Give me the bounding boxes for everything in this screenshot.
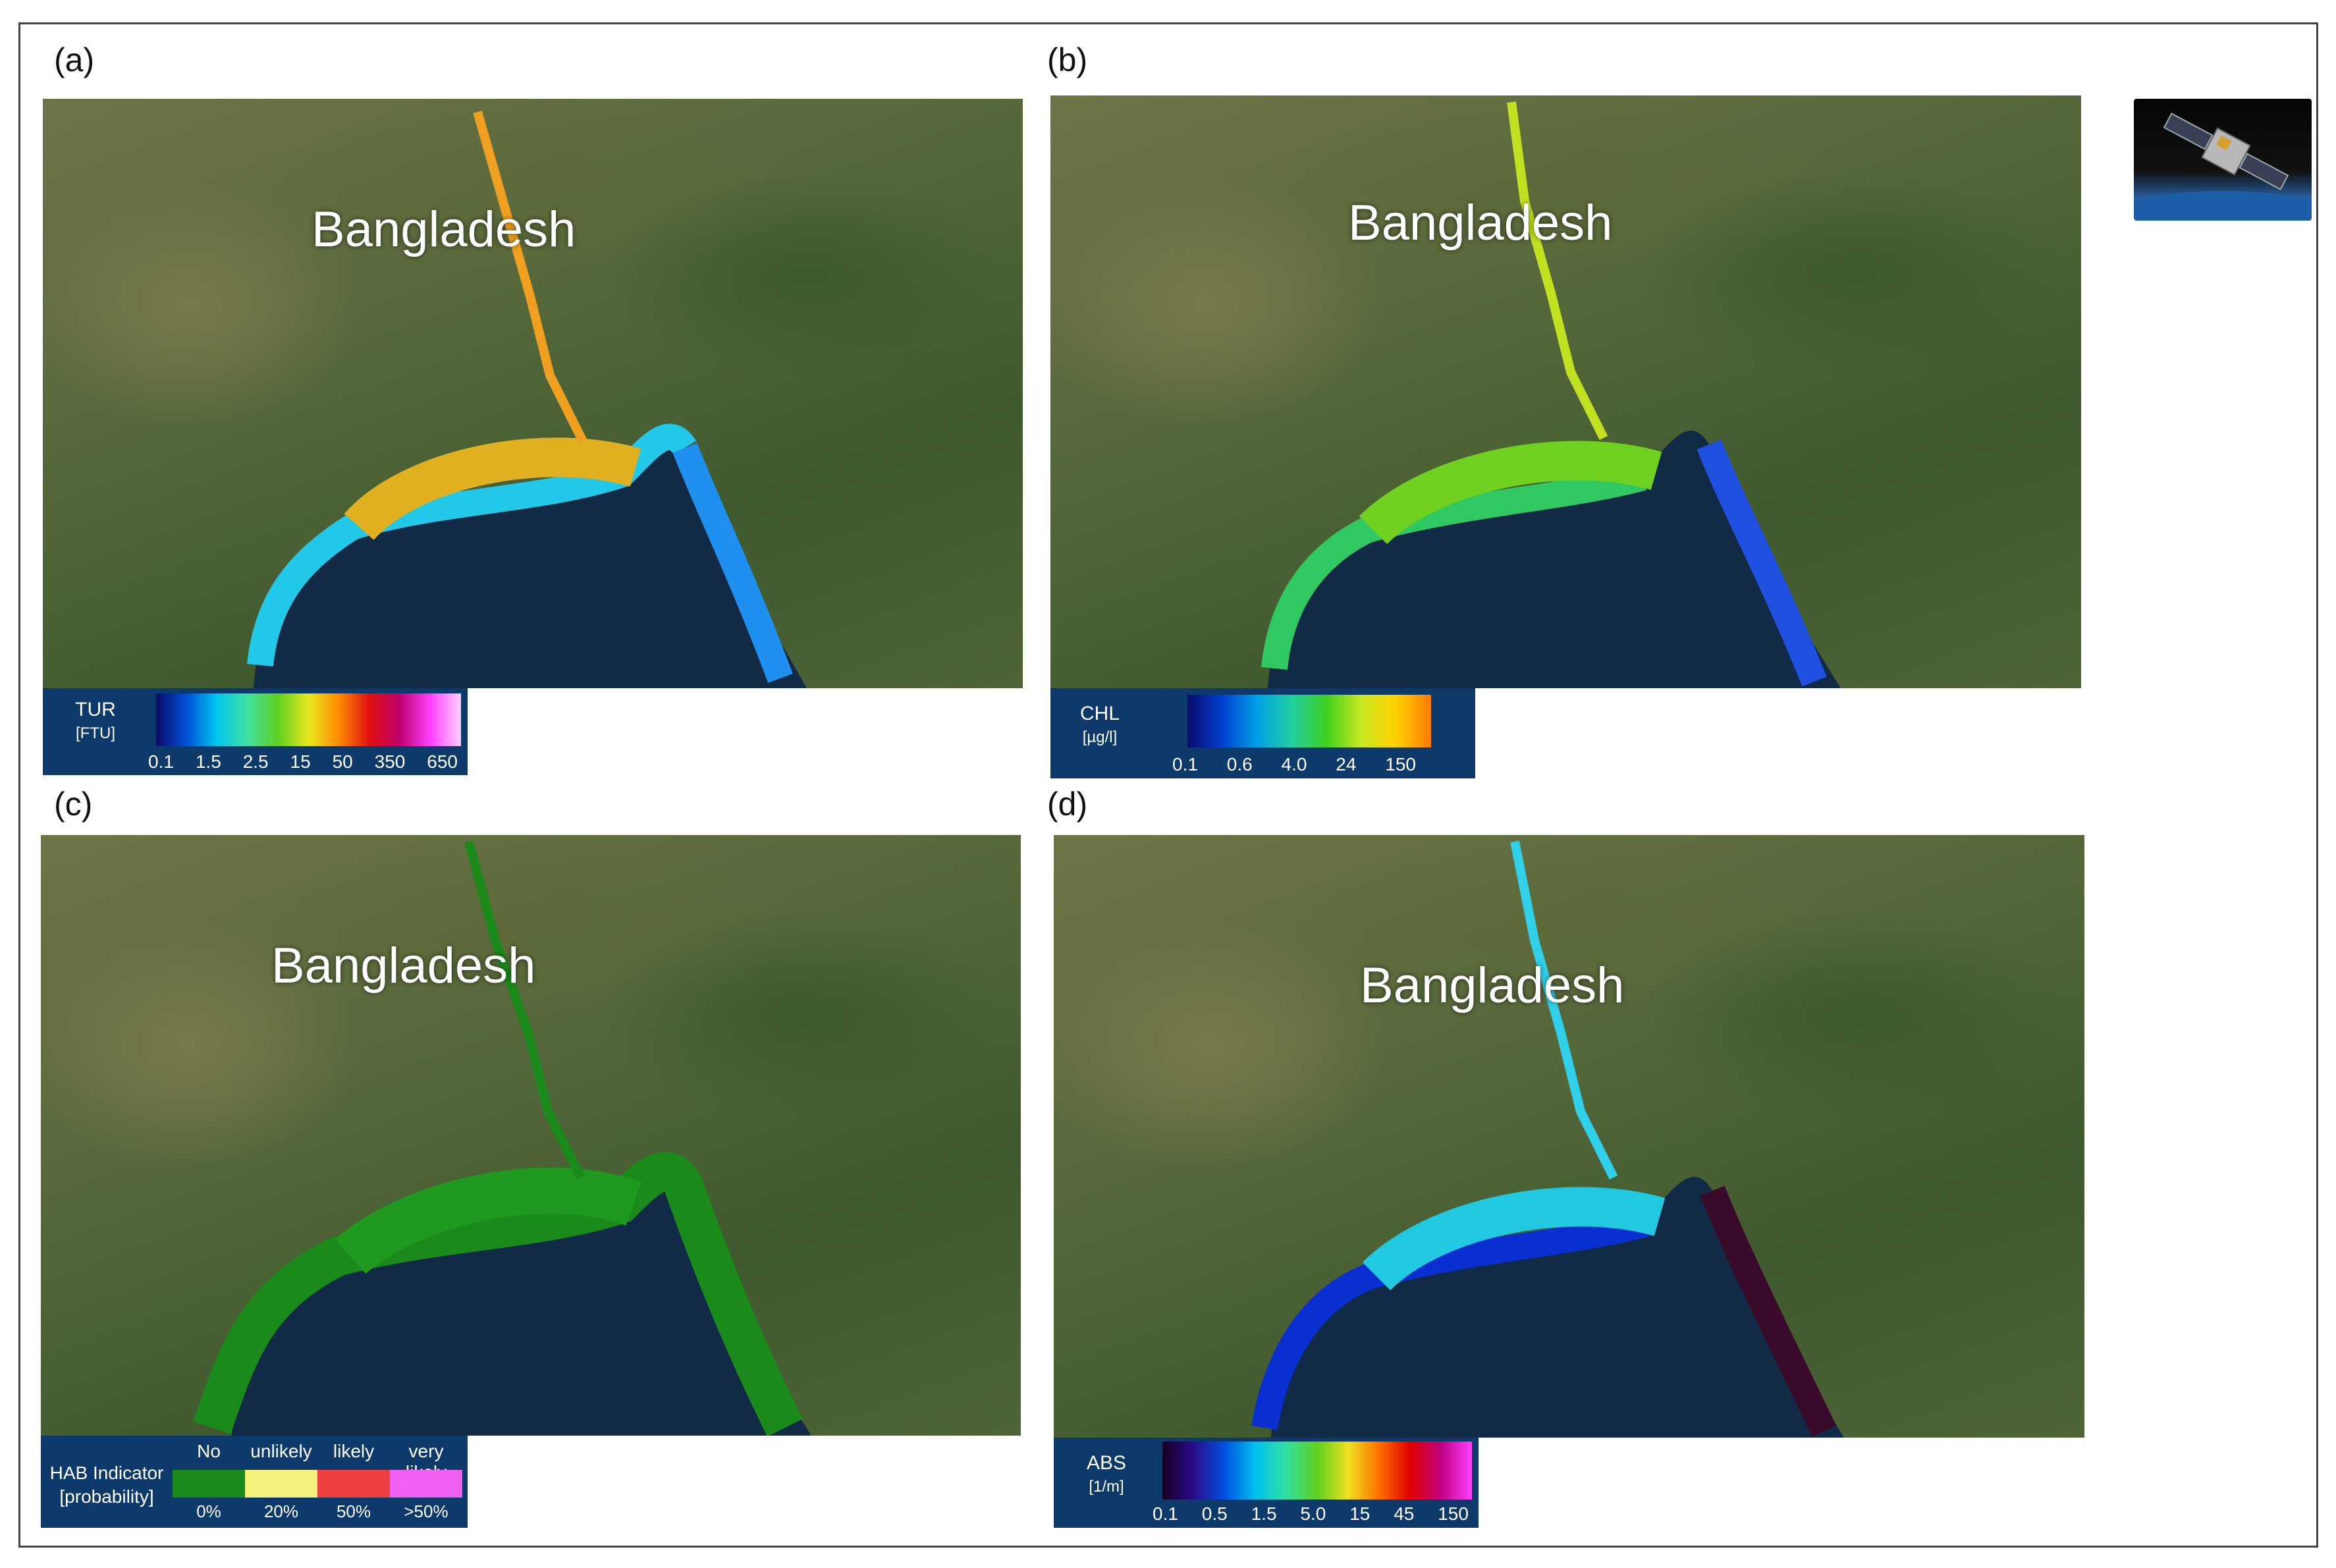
panel-d-map-graphics bbox=[1251, 840, 1844, 1438]
panel-a-country-label: Bangladesh bbox=[312, 202, 576, 257]
legend-tick-label: 150 bbox=[1385, 754, 1416, 774]
legend-category-swatch bbox=[245, 1470, 317, 1498]
bay-of-bengal bbox=[1268, 431, 1841, 688]
legend-tick-label: 650 bbox=[427, 751, 458, 772]
panel-c-label: (c) bbox=[54, 786, 93, 823]
east-coast-turbidity bbox=[672, 443, 793, 684]
delta-hab bbox=[335, 1167, 641, 1274]
legend-tick-label: 45 bbox=[1394, 1503, 1415, 1524]
delta-turbidity bbox=[344, 437, 641, 541]
legend-category-swatch bbox=[317, 1470, 390, 1498]
legend-tick-label: 15 bbox=[290, 751, 311, 772]
legend-tick-label: 4.0 bbox=[1281, 754, 1307, 774]
panel-a-colorbar bbox=[156, 693, 461, 746]
east-coast-chl bbox=[1697, 439, 1827, 687]
panel-c-legend-ticks: 0% 20% 50% >50% bbox=[173, 1501, 462, 1522]
panel-d-country-label: Bangladesh bbox=[1360, 958, 1625, 1014]
panel-c-country-label: Bangladesh bbox=[271, 938, 536, 994]
panel-a-label: (a) bbox=[54, 41, 95, 78]
river-chl bbox=[1507, 101, 1608, 441]
legend-tick-label: 0.6 bbox=[1226, 754, 1253, 774]
bay-of-bengal bbox=[232, 1164, 811, 1436]
panel-b-colorbar bbox=[1187, 695, 1431, 747]
panel-a-map-graphics bbox=[247, 111, 807, 688]
legend-tick-label: 50 bbox=[332, 751, 353, 772]
legend-tick-label: 0.5 bbox=[1201, 1503, 1228, 1524]
panel-b-country-label: Bangladesh bbox=[1348, 195, 1613, 251]
panel-c-legend-title: HAB Indicator bbox=[49, 1463, 164, 1483]
panel-a-legend-unit: [FTU] bbox=[76, 724, 115, 742]
panel-a-map: Bangladesh bbox=[43, 99, 1023, 688]
legend-tick-label: 0% bbox=[196, 1501, 221, 1521]
panel-c-category-swatches bbox=[173, 1470, 462, 1498]
legend-tick-label: 1.5 bbox=[1251, 1503, 1277, 1524]
river-turbidity bbox=[473, 111, 587, 444]
panel-d-colorbar bbox=[1162, 1442, 1472, 1500]
legend-tick-label: 24 bbox=[1336, 754, 1357, 774]
legend-tick-label: 150 bbox=[1438, 1503, 1469, 1524]
river-hab bbox=[464, 840, 585, 1180]
coastal-turbidity-band bbox=[247, 423, 696, 667]
legend-tick-label: 350 bbox=[374, 751, 406, 772]
panel-b-legend-title: CHL bbox=[1079, 703, 1120, 724]
legend-category-label: likely bbox=[333, 1441, 375, 1461]
panel-d-legend-title: ABS bbox=[1086, 1452, 1127, 1474]
legend-category-label: No bbox=[197, 1441, 221, 1461]
legend-tick-label: 2.5 bbox=[242, 751, 269, 772]
delta-chl bbox=[1359, 441, 1662, 545]
panel-d-map: Bangladesh bbox=[1054, 835, 2084, 1438]
legend-tick-label: >50% bbox=[404, 1501, 448, 1521]
legend-tick-label: 0.1 bbox=[148, 751, 174, 772]
panel-b-map-graphics bbox=[1261, 101, 1841, 688]
panel-c-map: Bangladesh bbox=[41, 835, 1021, 1436]
panel-b-label: (b) bbox=[1047, 41, 1088, 78]
panel-b-map: Bangladesh bbox=[1050, 95, 2081, 688]
legend-category-swatch bbox=[390, 1470, 462, 1498]
legend-tick-label: 20% bbox=[263, 1501, 299, 1521]
panel-a-legend-title: TUR bbox=[75, 699, 116, 720]
legend-tick-label: 0.1 bbox=[1153, 1503, 1178, 1524]
legend-category-label: unlikely bbox=[250, 1441, 312, 1461]
east-coast-abs bbox=[1700, 1185, 1837, 1437]
legend-tick-label: 5.0 bbox=[1300, 1503, 1326, 1524]
legend-tick-label: 1.5 bbox=[195, 751, 221, 772]
panel-c-legend: HAB Indicator [probability] No unlikely li… bbox=[41, 1436, 468, 1528]
panel-b-legend-ticks: 0.1 0.6 4.0 24 150 bbox=[1172, 754, 1416, 775]
delta-abs bbox=[1362, 1187, 1666, 1291]
satellite-image bbox=[2134, 99, 2312, 221]
legend-tick-label: 15 bbox=[1349, 1503, 1371, 1524]
satellite-graphic bbox=[2134, 113, 2312, 221]
bay-of-bengal bbox=[254, 427, 807, 688]
river-abs bbox=[1510, 840, 1618, 1180]
panel-b-legend-unit: [µg/l] bbox=[1082, 728, 1118, 746]
panel-d-legend-unit: [1/m] bbox=[1089, 1478, 1124, 1496]
panel-c-legend-unit: [probability] bbox=[59, 1486, 154, 1507]
panel-d-legend-ticks: 0.1 0.5 1.5 5.0 15 45 150 bbox=[1153, 1503, 1469, 1525]
bay-of-bengal bbox=[1271, 1177, 1844, 1438]
panel-b-legend: CHL [µg/l] 0.1 0.6 4.0 24 150 bbox=[1050, 688, 1475, 778]
panel-c-map-graphics bbox=[193, 840, 811, 1436]
legend-category-swatch bbox=[173, 1470, 245, 1498]
legend-tick-label: 0.1 bbox=[1172, 754, 1198, 774]
panel-d-label: (d) bbox=[1047, 786, 1088, 823]
panel-a-legend: TUR [FTU] 0.1 1.5 2.5 15 50 350 650 bbox=[43, 688, 468, 775]
legend-tick-label: 50% bbox=[336, 1501, 371, 1521]
panel-d-legend: ABS [1/m] 0.1 0.5 1.5 5.0 15 45 150 bbox=[1054, 1438, 1479, 1528]
panel-a-legend-ticks: 0.1 1.5 2.5 15 50 350 650 bbox=[148, 751, 458, 772]
